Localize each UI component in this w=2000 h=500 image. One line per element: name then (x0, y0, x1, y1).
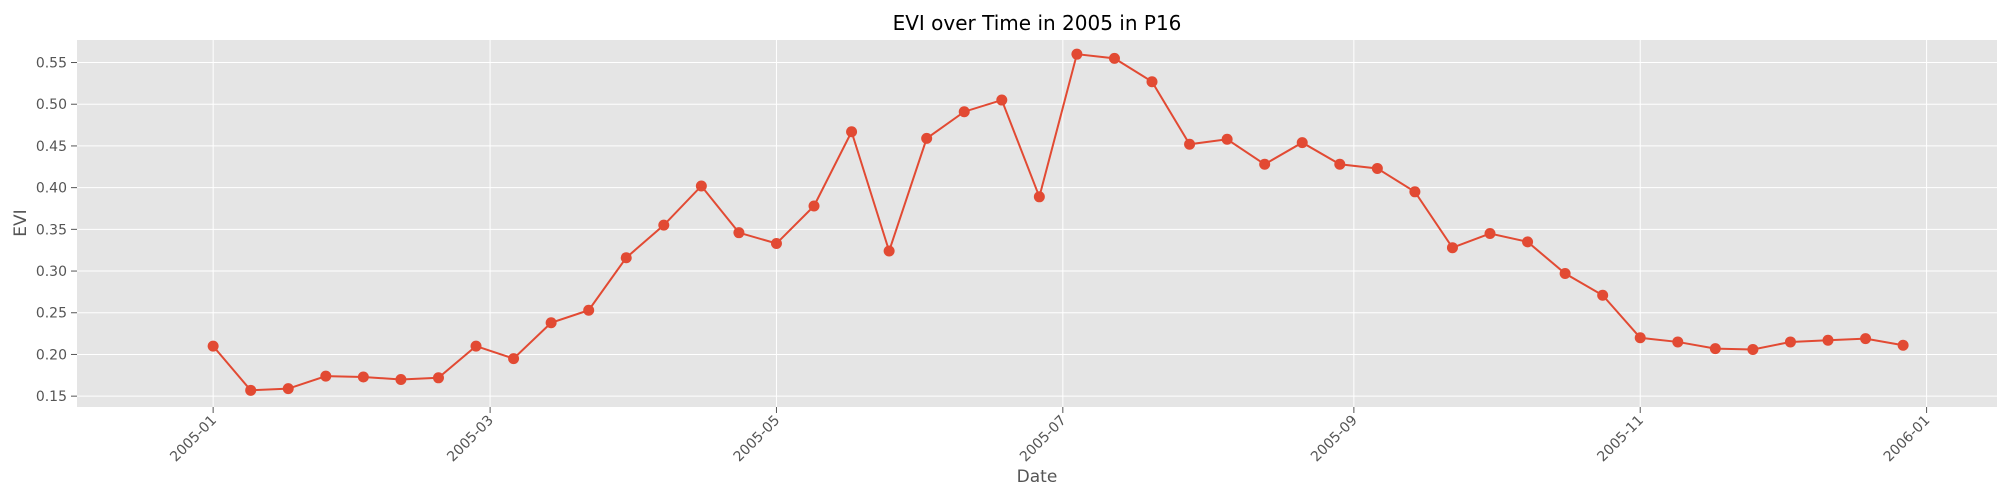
data-point (658, 219, 670, 231)
y-tick-label: 0.25 (36, 306, 67, 322)
data-point (1709, 343, 1721, 355)
y-tick-label: 0.15 (36, 389, 67, 405)
x-tick-label: 2005-07 (1017, 413, 1070, 466)
y-tick-label: 0.45 (36, 139, 67, 155)
plot-area (77, 40, 1997, 407)
data-point (1409, 186, 1421, 198)
data-point (1259, 158, 1271, 170)
data-point (357, 371, 369, 383)
data-point (1860, 333, 1872, 345)
evi-series-line (212, 53, 1904, 392)
data-point (1747, 343, 1759, 355)
data-point (1371, 162, 1383, 174)
data-point (1108, 52, 1120, 64)
x-tick-label: 2006-01 (1881, 413, 1934, 466)
data-point (1784, 336, 1796, 348)
grid-lines (77, 40, 1997, 407)
data-point (1559, 268, 1571, 280)
y-axis-label: EVI (11, 209, 31, 236)
data-point (245, 384, 257, 396)
evi-series-points (207, 48, 1909, 396)
x-axis-label: Date (1017, 467, 1058, 487)
y-tick-label: 0.35 (36, 222, 67, 238)
data-point (808, 200, 820, 212)
data-point (695, 180, 707, 192)
y-tick-label: 0.40 (36, 181, 67, 197)
data-point (846, 126, 858, 138)
data-point (1184, 138, 1196, 150)
y-tick-label: 0.55 (36, 56, 67, 72)
data-point (207, 340, 219, 352)
data-point (620, 252, 632, 264)
data-point (1071, 48, 1083, 60)
data-point (1484, 228, 1496, 240)
data-point (1446, 242, 1458, 254)
data-point (1634, 332, 1646, 344)
data-point (432, 372, 444, 384)
data-point (733, 227, 745, 239)
x-tick-label: 2005-03 (444, 413, 497, 466)
data-point (545, 317, 557, 329)
data-point (1897, 339, 1909, 351)
data-point (508, 353, 520, 365)
chart-title: EVI over Time in 2005 in P16 (893, 11, 1182, 35)
data-point (958, 106, 970, 118)
data-point (1033, 191, 1045, 203)
y-tick-label: 0.50 (36, 97, 67, 113)
data-point (996, 94, 1008, 106)
data-point (1146, 76, 1158, 88)
x-tick-label: 2005-11 (1594, 413, 1647, 466)
data-point (770, 238, 782, 250)
y-tick-label: 0.20 (36, 347, 67, 363)
data-point (1522, 236, 1534, 248)
data-point (1672, 336, 1684, 348)
x-tick-label: 2005-09 (1308, 413, 1361, 466)
data-point (1296, 137, 1308, 149)
y-axis-ticks: 0.15 0.20 0.25 0.30 0.35 0.40 0.45 0.50 0.55 (36, 56, 77, 405)
data-point (320, 370, 332, 382)
data-point (883, 245, 895, 257)
data-point (470, 340, 482, 352)
x-tick-label: 2005-05 (731, 413, 784, 466)
y-tick-label: 0.30 (36, 264, 67, 280)
data-point (583, 304, 595, 316)
data-point (921, 132, 933, 144)
x-tick-label: 2005-01 (167, 413, 220, 466)
data-point (282, 383, 294, 395)
data-point (1597, 289, 1609, 301)
data-point (1822, 334, 1834, 346)
data-point (1334, 158, 1346, 170)
x-axis-ticks: 2005-01 2005-03 2005-05 2005-07 2005-09 2005-… (167, 407, 1933, 465)
data-point (395, 373, 407, 385)
data-point (1221, 133, 1233, 145)
